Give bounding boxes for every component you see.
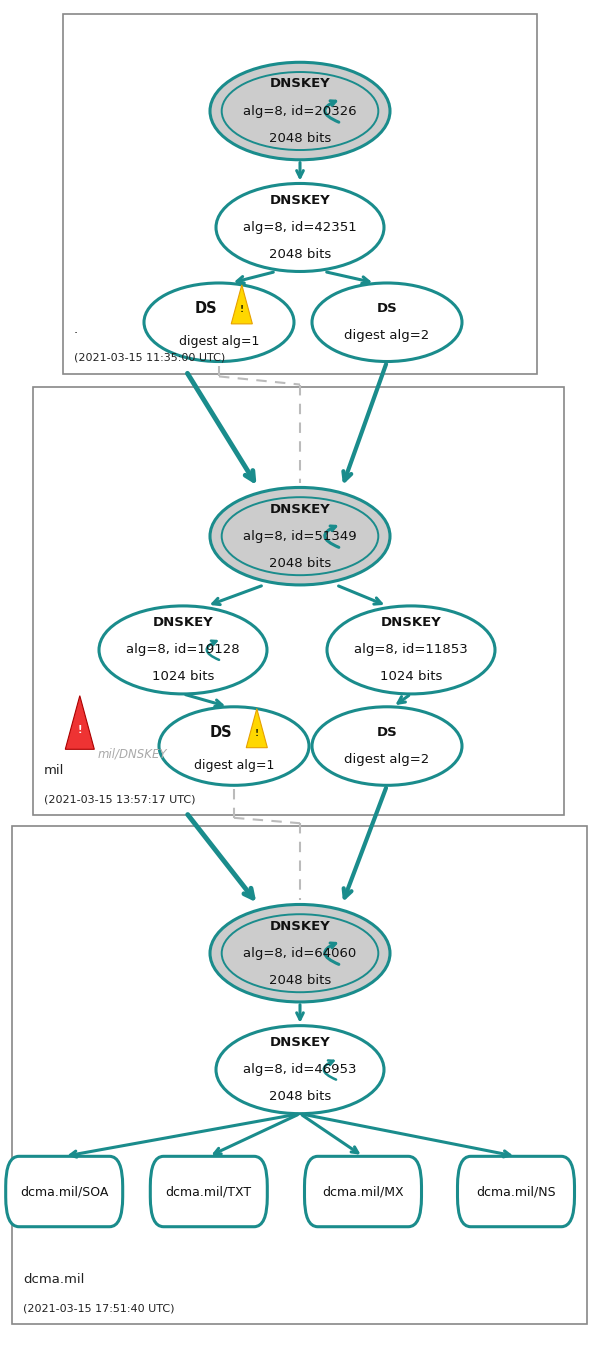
Ellipse shape [210, 487, 390, 585]
Text: dcma.mil/NS: dcma.mil/NS [476, 1185, 556, 1198]
Text: !: ! [77, 724, 82, 735]
Text: DS: DS [209, 724, 232, 741]
Text: 2048 bits: 2048 bits [269, 1090, 331, 1104]
Ellipse shape [144, 283, 294, 362]
Text: !: ! [255, 728, 259, 738]
Text: alg=8, id=46953: alg=8, id=46953 [243, 1063, 357, 1076]
Text: DNSKEY: DNSKEY [269, 502, 331, 516]
Ellipse shape [216, 1026, 384, 1113]
Text: DNSKEY: DNSKEY [269, 1036, 331, 1049]
Text: DNSKEY: DNSKEY [269, 194, 331, 207]
FancyBboxPatch shape [5, 1156, 123, 1227]
Text: digest alg=2: digest alg=2 [344, 753, 430, 766]
Ellipse shape [210, 62, 390, 160]
Text: (2021-03-15 13:57:17 UTC): (2021-03-15 13:57:17 UTC) [44, 795, 196, 804]
Text: alg=8, id=11853: alg=8, id=11853 [354, 643, 468, 657]
FancyBboxPatch shape [458, 1156, 575, 1227]
Ellipse shape [99, 605, 267, 693]
Text: DNSKEY: DNSKEY [269, 919, 331, 933]
Text: 1024 bits: 1024 bits [152, 670, 214, 684]
Ellipse shape [216, 183, 384, 271]
Text: dcma.mil/TXT: dcma.mil/TXT [166, 1185, 252, 1198]
Text: dcma.mil: dcma.mil [23, 1273, 84, 1286]
Ellipse shape [312, 707, 462, 785]
Text: !: ! [240, 305, 244, 314]
Text: dcma.mil/SOA: dcma.mil/SOA [20, 1185, 109, 1198]
Polygon shape [231, 284, 253, 324]
Ellipse shape [210, 904, 390, 1002]
Text: (2021-03-15 11:35:00 UTC): (2021-03-15 11:35:00 UTC) [74, 353, 225, 363]
Text: DS: DS [377, 302, 397, 315]
Text: DNSKEY: DNSKEY [152, 616, 214, 630]
Text: .: . [74, 322, 78, 336]
Text: DS: DS [194, 301, 217, 317]
Text: alg=8, id=51349: alg=8, id=51349 [243, 529, 357, 543]
Ellipse shape [327, 605, 495, 693]
Text: digest alg=2: digest alg=2 [344, 329, 430, 343]
Text: digest alg=1: digest alg=1 [194, 758, 274, 772]
Text: mil: mil [44, 764, 64, 777]
FancyBboxPatch shape [304, 1156, 421, 1227]
FancyBboxPatch shape [150, 1156, 267, 1227]
Text: mil/DNSKEY: mil/DNSKEY [98, 747, 167, 761]
Text: DNSKEY: DNSKEY [269, 77, 331, 91]
Text: 1024 bits: 1024 bits [380, 670, 442, 684]
Text: 2048 bits: 2048 bits [269, 248, 331, 261]
Text: alg=8, id=20326: alg=8, id=20326 [243, 104, 357, 118]
Text: DS: DS [377, 726, 397, 739]
Polygon shape [65, 696, 94, 749]
Text: alg=8, id=64060: alg=8, id=64060 [244, 946, 356, 960]
Text: alg=8, id=42351: alg=8, id=42351 [243, 221, 357, 234]
Ellipse shape [159, 707, 309, 785]
Text: (2021-03-15 17:51:40 UTC): (2021-03-15 17:51:40 UTC) [23, 1304, 175, 1313]
Text: alg=8, id=19128: alg=8, id=19128 [126, 643, 240, 657]
Text: DNSKEY: DNSKEY [380, 616, 442, 630]
Text: 2048 bits: 2048 bits [269, 556, 331, 570]
Text: 2048 bits: 2048 bits [269, 974, 331, 987]
Text: 2048 bits: 2048 bits [269, 131, 331, 145]
Polygon shape [246, 708, 268, 747]
Text: dcma.mil/MX: dcma.mil/MX [322, 1185, 404, 1198]
Text: digest alg=1: digest alg=1 [179, 334, 259, 348]
Ellipse shape [312, 283, 462, 362]
